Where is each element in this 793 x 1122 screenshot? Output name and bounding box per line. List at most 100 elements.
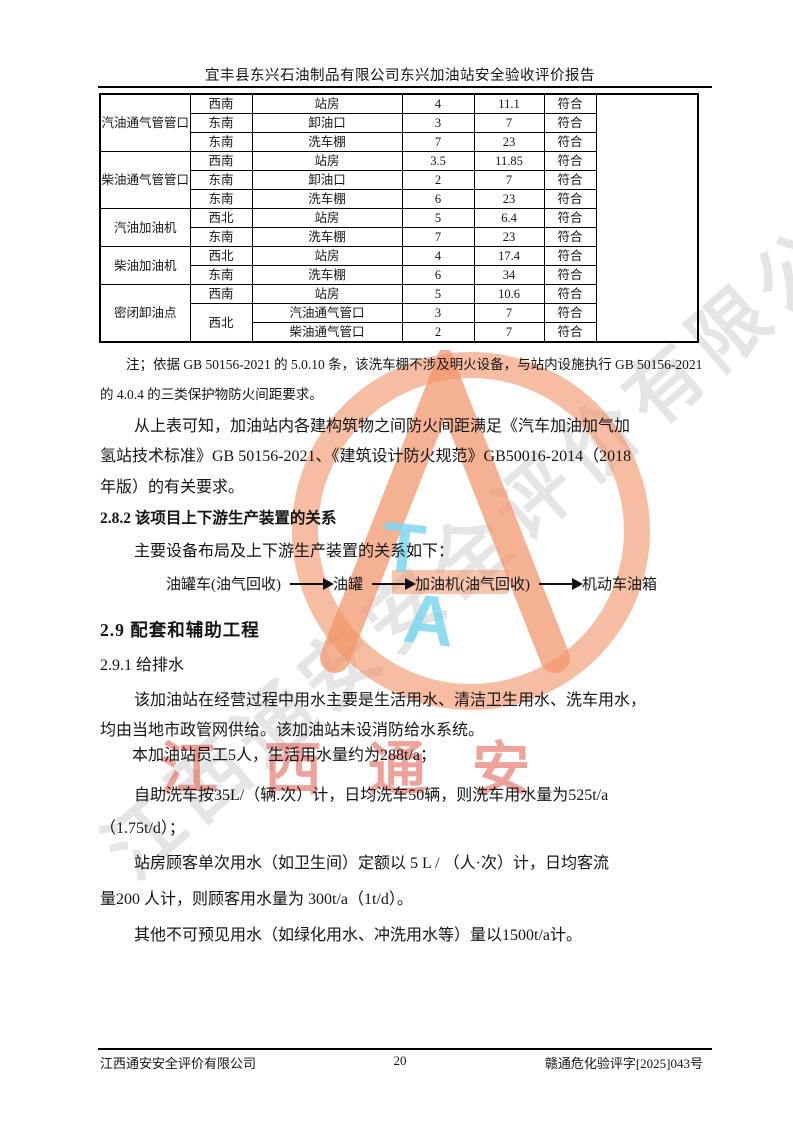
footer-rule <box>98 1048 712 1050</box>
table-empty-column <box>595 93 699 343</box>
table-cell: 符合 <box>543 151 597 171</box>
table-cell: 东南 <box>189 227 253 247</box>
table-cell: 2 <box>401 322 475 343</box>
table-row: 东南 洗车棚 7 23 符合 <box>100 132 698 152</box>
table-cell: 5 <box>401 208 475 228</box>
water-paragraph-2: 本加油站员工5人，生活用水量约为288t/a； <box>132 747 436 764</box>
table-cell: 符合 <box>543 284 597 304</box>
table-cell: 3 <box>401 113 475 133</box>
summary-paragraph-line-1: 从上表可知，加油站内各建构筑物之间防火间距满足《汽车加油加气加 <box>134 418 631 435</box>
summary-paragraph-line-2: 氢站技术标准》GB 50156-2021、《建筑设计防火规范》GB50016-2… <box>100 448 632 465</box>
table-group-label: 汽油加油机 <box>99 208 191 247</box>
footer-page-number: 20 <box>393 1053 407 1068</box>
water-paragraph-5: 其他不可预见用水（如绿化用水、冲洗用水等）量以1500t/a计。 <box>134 927 582 944</box>
table-cell: 符合 <box>543 322 597 343</box>
flow-arrow-icon <box>372 578 417 591</box>
table-cell: 11.1 <box>473 93 545 114</box>
table-cell: 10.6 <box>473 284 545 304</box>
table-cell: 东南 <box>189 113 253 133</box>
table-cell: 23 <box>473 132 545 152</box>
table-cell: 符合 <box>543 265 597 285</box>
table-row: 柴油通气管口 2 7 符合 <box>100 322 698 343</box>
table-cell: 3 <box>401 303 475 323</box>
section-2-9-1-heading: 2.9.1 给排水 <box>100 657 185 674</box>
table-cell: 4 <box>401 246 475 266</box>
table-row: 汽油通气管管口 西南 站房 4 11.1 符合 <box>99 93 699 343</box>
table-cell: 6.4 <box>473 208 545 228</box>
table-cell: 西南 <box>189 151 253 171</box>
table-cell: 4 <box>401 93 475 114</box>
table-row: 柴油加油机 西北 站房 4 17.4 符合 <box>99 246 698 285</box>
header-rule <box>98 86 712 88</box>
flow-node-tank: 油罐 <box>333 577 364 593</box>
table-cell: 卸油口 <box>251 170 403 190</box>
water-paragraph-3-line-1: 自助洗车按35L/（辆.次）计，日均洗车50辆，则洗车用水量为525t/a <box>134 787 609 804</box>
table-cell: 17.4 <box>473 246 545 266</box>
water-paragraph-4-line-1: 站房顾客单次用水（如卫生间）定额以 5 L / （人·次）计，日均客流 <box>134 855 609 872</box>
table-cell: 洗车棚 <box>251 227 403 247</box>
table-cell: 符合 <box>543 227 597 247</box>
footer-doc-number: 赣通危化验评字[2025]043号 <box>544 1056 703 1071</box>
table-cell: 7 <box>401 227 475 247</box>
table-cell: 站房 <box>251 151 403 171</box>
table-cell: 东南 <box>189 132 253 152</box>
table-cell: 西北 <box>189 246 253 266</box>
table-group-label: 柴油通气管管口 <box>99 151 191 209</box>
table-cell: 3.5 <box>401 151 475 171</box>
page-header-title: 宜丰县东兴石油制品有限公司东兴加油站安全验收评价报告 <box>205 68 595 84</box>
table-row: 东南 卸油口 2 7 符合 <box>100 170 698 190</box>
table-cell: 洗车棚 <box>251 189 403 209</box>
table-cell: 符合 <box>543 170 597 190</box>
table-cell: 34 <box>473 265 545 285</box>
table-cell: 符合 <box>543 208 597 228</box>
section-2-8-2-intro: 主要设备布局及上下游生产装置的关系如下： <box>134 543 455 560</box>
table-cell: 7 <box>401 132 475 152</box>
table-row: 西北 汽油通气管口 3 7 符合 <box>100 303 698 343</box>
water-paragraph-4-line-2: 量200 人计，则顾客用水量为 300t/a（1t/d）。 <box>100 891 413 908</box>
table-cell: 符合 <box>543 303 597 323</box>
table-row: 东南 洗车棚 6 34 符合 <box>100 265 698 285</box>
table-cell: 西南 <box>189 284 253 304</box>
table-cell: 站房 <box>251 208 403 228</box>
table-cell: 符合 <box>543 132 597 152</box>
table-cell: 东南 <box>189 189 253 209</box>
table-cell: 站房 <box>251 246 403 266</box>
summary-paragraph-line-3: 年版）的有关要求。 <box>100 479 245 496</box>
table-cell: 23 <box>473 227 545 247</box>
process-flow: 油罐车(油气回收) 油罐 加油机(油气回收) 机动车油箱 <box>166 573 657 594</box>
table-cell: 5 <box>401 284 475 304</box>
flow-arrow-icon <box>290 578 334 591</box>
table-cell: 6 <box>401 189 475 209</box>
table-cell: 洗车棚 <box>251 265 403 285</box>
table-cell: 柴油通气管口 <box>251 322 403 343</box>
table-cell: 站房 <box>251 93 403 114</box>
water-paragraph-1-line-1: 该加油站在经营过程中用水主要是生活用水、清洁卫生用水、洗车用水， <box>134 692 647 709</box>
section-2-9-heading: 2.9 配套和辅助工程 <box>100 620 260 640</box>
table-cell: 符合 <box>543 246 597 266</box>
table-group-label: 密闭卸油点 <box>99 284 191 343</box>
table-cell: 站房 <box>251 284 403 304</box>
section-2-8-2-heading: 2.8.2 该项目上下游生产装置的关系 <box>100 510 337 527</box>
flow-node-vehicle-tank: 机动车油箱 <box>582 577 658 593</box>
table-cell: 西北 <box>189 303 253 343</box>
fire-distance-table: 汽油通气管管口 西南 站房 4 11.1 符合 东南 卸油口 3 7 符合 东南 <box>99 93 699 343</box>
table-cell: 6 <box>401 265 475 285</box>
flow-node-tanker: 油罐车(油气回收) <box>166 577 281 593</box>
table-cell: 7 <box>473 322 545 343</box>
table-group-label: 柴油加油机 <box>99 246 191 285</box>
table-cell: 洗车棚 <box>251 132 403 152</box>
table-cell: 7 <box>473 170 545 190</box>
table-cell: 东南 <box>189 170 253 190</box>
table-cell: 符合 <box>543 189 597 209</box>
table-cell: 符合 <box>543 113 597 133</box>
table-cell: 卸油口 <box>251 113 403 133</box>
footer-company: 江西通安安全评价有限公司 <box>100 1056 257 1071</box>
table-cell: 符合 <box>543 93 597 114</box>
table-note-line-2: 的 4.0.4 的三类保护物防火间距要求。 <box>100 387 323 402</box>
table-cell: 7 <box>473 303 545 323</box>
table-cell: 2 <box>401 170 475 190</box>
table-cell: 11.85 <box>473 151 545 171</box>
flow-arrow-icon <box>539 578 584 591</box>
table-cell: 西南 <box>189 93 253 114</box>
